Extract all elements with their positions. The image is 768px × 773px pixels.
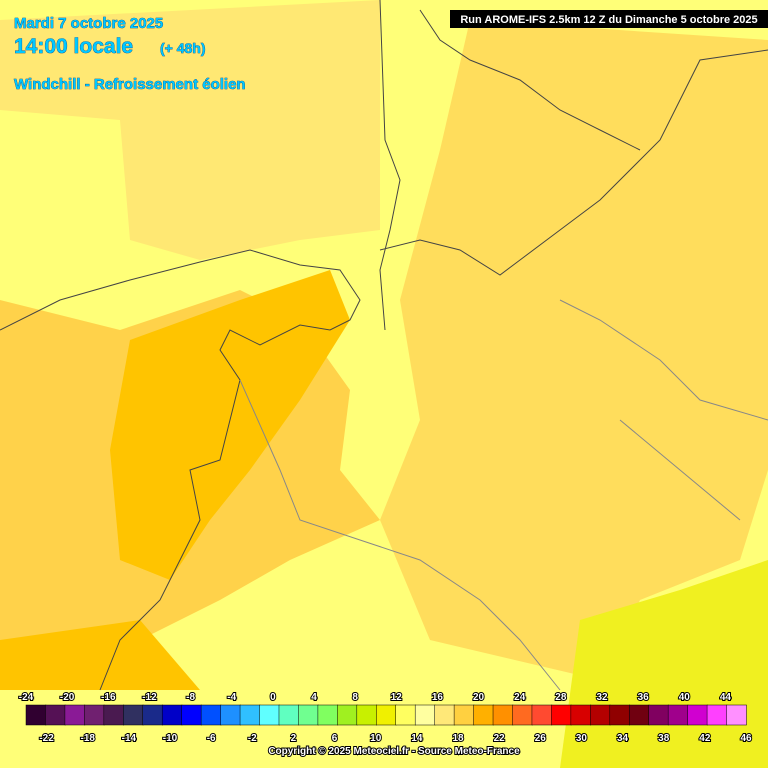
- legend-tick-label: 20: [473, 692, 485, 703]
- coastline: [379, 0, 768, 331]
- date: Mardi 7 octobre 2025: [14, 15, 163, 32]
- coastline: [0, 249, 361, 691]
- legend-tick-label: -4: [227, 692, 236, 703]
- legend-swatch: [161, 704, 183, 726]
- legend-tick-label: 18: [452, 733, 464, 744]
- legend-tick-label: -14: [122, 733, 137, 744]
- legend-swatch: [337, 704, 358, 726]
- legend-tick-label: -18: [80, 733, 95, 744]
- legend-swatch: [45, 704, 66, 726]
- legend-swatch: [317, 704, 339, 726]
- legend-tick-label: 0: [270, 692, 276, 703]
- lead-time: (+ 48h): [160, 40, 206, 56]
- legend-swatch: [200, 704, 222, 726]
- warm-region: [0, 620, 200, 690]
- legend-swatch: [103, 704, 125, 726]
- legend-swatch: [531, 704, 553, 726]
- legend-tick-label: -16: [101, 692, 116, 703]
- legend-tick-label: 40: [679, 692, 691, 703]
- legend-swatch: [356, 704, 378, 726]
- legend-tick-label: -24: [19, 692, 34, 703]
- legend-swatch: [609, 704, 630, 726]
- legend-tick-label: -22: [39, 733, 54, 744]
- copyright: Copyright © 2025 Meteociel.fr - Source M…: [268, 746, 520, 757]
- legend-swatch: [726, 704, 747, 726]
- legend-swatch: [239, 704, 261, 726]
- legend-tick-label: 24: [514, 692, 526, 703]
- legend-tick-label: 36: [638, 692, 650, 703]
- legend-swatch: [570, 704, 592, 726]
- legend-tick-label: -20: [60, 692, 75, 703]
- legend-swatch: [492, 704, 514, 726]
- legend-tick-label: 2: [291, 733, 297, 744]
- legend-tick-label: 8: [352, 692, 358, 703]
- legend-tick-label: 38: [658, 733, 670, 744]
- legend-tick-label: -6: [207, 733, 216, 744]
- legend-tick-label: 30: [576, 733, 588, 744]
- legend-swatch: [687, 704, 708, 726]
- legend-swatch: [453, 704, 475, 726]
- legend-tick-label: 22: [494, 733, 506, 744]
- legend-tick-label: 46: [740, 733, 752, 744]
- legend-tick-label: 26: [535, 733, 547, 744]
- legend-swatch: [434, 704, 455, 726]
- legend: -24 -20 -16 -12 -8 -4 0 4 8 12 16 20 24 28 32 36 40 44-22…: [18, 691, 753, 745]
- legend-swatch: [473, 704, 494, 726]
- legend-tick-label: 12: [391, 692, 403, 703]
- legend-tick-label: 42: [699, 733, 711, 744]
- legend-swatch: [220, 704, 241, 726]
- legend-swatch: [667, 704, 689, 726]
- run-info-box: [450, 10, 768, 28]
- legend-tick-label: 10: [370, 733, 382, 744]
- legend-swatch: [706, 704, 728, 726]
- legend-swatch: [142, 704, 163, 726]
- legend-swatch: [84, 704, 105, 726]
- legend-swatch: [181, 704, 202, 726]
- coastline: [419, 9, 641, 151]
- legend-swatch: [25, 704, 47, 726]
- legend-swatch: [395, 704, 416, 726]
- legend-tick-label: -8: [186, 692, 195, 703]
- legend-tick-label: 6: [332, 733, 338, 744]
- legend-tick-label: 44: [720, 692, 732, 703]
- border: [239, 299, 768, 691]
- legend-swatch: [64, 704, 86, 726]
- legend-swatch: [278, 704, 300, 726]
- legend-swatch: [298, 704, 319, 726]
- legend-swatch: [648, 704, 669, 726]
- legend-tick-label: -2: [248, 733, 257, 744]
- legend-tick-label: -12: [142, 692, 157, 703]
- legend-tick-label: 14: [411, 733, 423, 744]
- run-info: Run AROME-IFS 2.5km 12 Z du Dimanche 5 o…: [460, 14, 757, 26]
- legend-tick-label: -10: [163, 733, 178, 744]
- legend-swatch: [551, 704, 572, 726]
- legend-tick-label: 16: [432, 692, 444, 703]
- parameter: Windchill - Refroissement éolien: [14, 76, 246, 93]
- legend-swatch: [590, 704, 611, 726]
- time: 14:00 locale: [14, 35, 133, 58]
- legend-swatch: [123, 704, 144, 726]
- warm-region: [110, 270, 350, 580]
- legend-tick-label: 32: [596, 692, 608, 703]
- legend-tick-label: 34: [617, 733, 629, 744]
- legend-swatch: [414, 704, 436, 726]
- region: [380, 20, 768, 680]
- legend-tick-label: 28: [555, 692, 567, 703]
- legend-swatch: [376, 704, 397, 726]
- legend-swatch: [512, 704, 533, 726]
- region: [0, 0, 380, 260]
- legend-tick-label: 4: [311, 692, 317, 703]
- legend-swatch: [259, 704, 280, 726]
- legend-swatch: [628, 704, 650, 726]
